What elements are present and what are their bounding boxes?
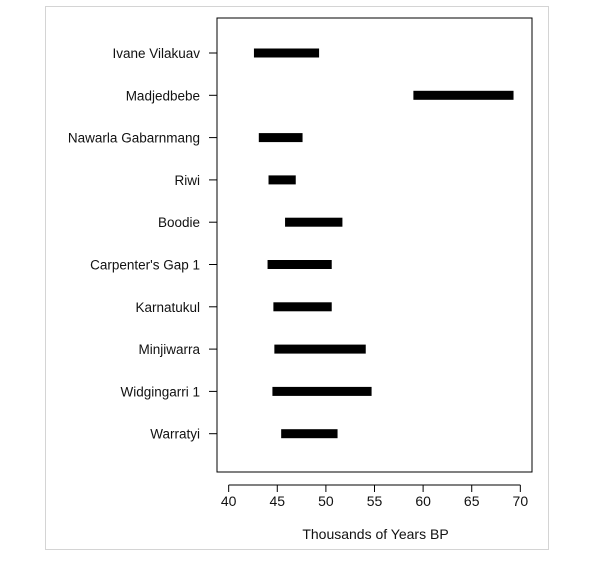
y-tick-label: Widgingarri 1 [120,384,200,399]
x-tick-label: 55 [367,493,383,509]
y-tick-label: Riwi [175,173,201,188]
y-tick-label: Minjiwarra [138,342,200,357]
x-tick-label: 65 [464,493,480,509]
range-bar [253,48,320,58]
y-tick-label: Warratyi [150,427,200,442]
range-bar [285,217,343,227]
y-tick-label: Madjedbebe [126,88,200,103]
range-bar [413,90,514,100]
y-tick-label: Carpenter's Gap 1 [90,258,200,273]
x-axis-title: Thousands of Years BP [302,526,448,542]
range-bar [272,386,372,396]
range-bar [273,302,332,312]
plot-area-border [216,17,533,473]
y-tick-label: Nawarla Gabarnmang [68,131,200,146]
y-tick-label: Ivane Vilakuav [112,46,200,61]
range-bar [281,429,338,439]
range-bar [267,260,332,269]
y-tick-label: Karnatukul [135,300,200,315]
range-bar [274,344,366,354]
range-bar [268,175,296,185]
range-bar [258,133,303,143]
x-axis: 40 45 50 55 60 65 70 [221,484,529,509]
y-tick-label: Boodie [158,215,200,230]
x-tick-label: 50 [318,493,334,509]
x-tick-label: 45 [269,493,285,509]
x-tick-label: 60 [415,493,431,509]
bars-group [253,48,514,439]
y-axis: Ivane Vilakuav Madjedbebe Nawarla Gabarnma… [68,46,217,442]
x-tick-label: 70 [513,493,529,509]
x-tick-label: 40 [221,493,237,509]
